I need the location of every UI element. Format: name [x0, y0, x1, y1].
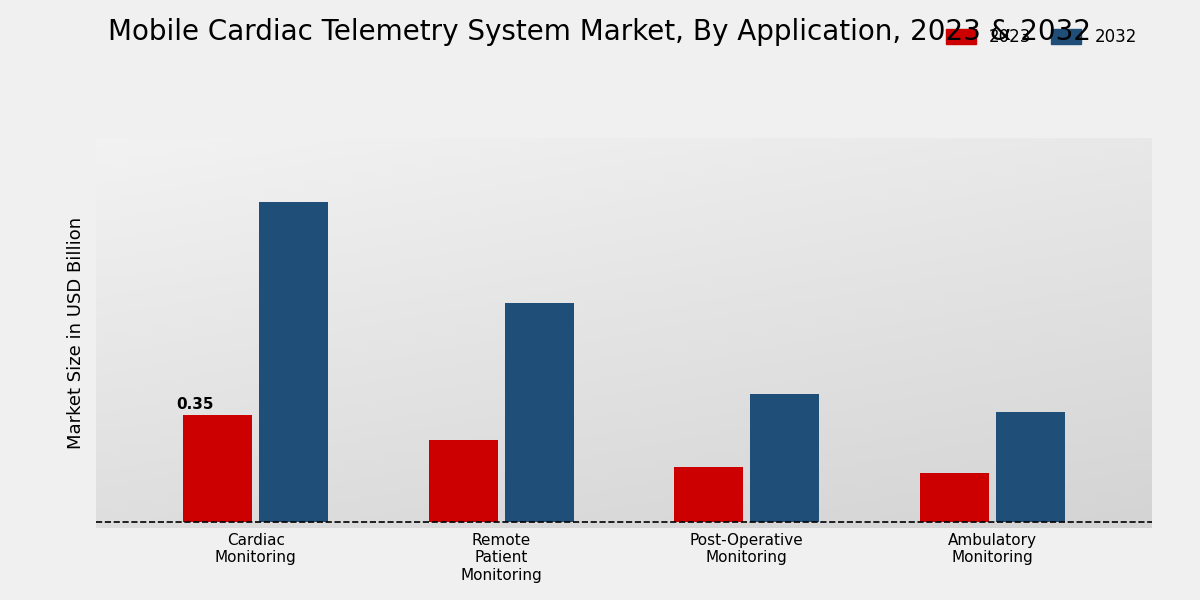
Bar	[920, 473, 989, 522]
Bar	[428, 440, 498, 522]
Bar	[674, 467, 743, 522]
Bar	[750, 394, 820, 522]
Legend: 2023, 2032: 2023, 2032	[938, 22, 1144, 53]
Bar	[259, 202, 328, 522]
Bar	[184, 415, 252, 522]
Text: 0.35: 0.35	[176, 397, 214, 412]
Text: Mobile Cardiac Telemetry System Market, By Application, 2023 & 2032: Mobile Cardiac Telemetry System Market, …	[108, 18, 1092, 46]
Bar	[996, 412, 1064, 522]
Y-axis label: Market Size in USD Billion: Market Size in USD Billion	[67, 217, 85, 449]
Bar	[505, 302, 574, 522]
